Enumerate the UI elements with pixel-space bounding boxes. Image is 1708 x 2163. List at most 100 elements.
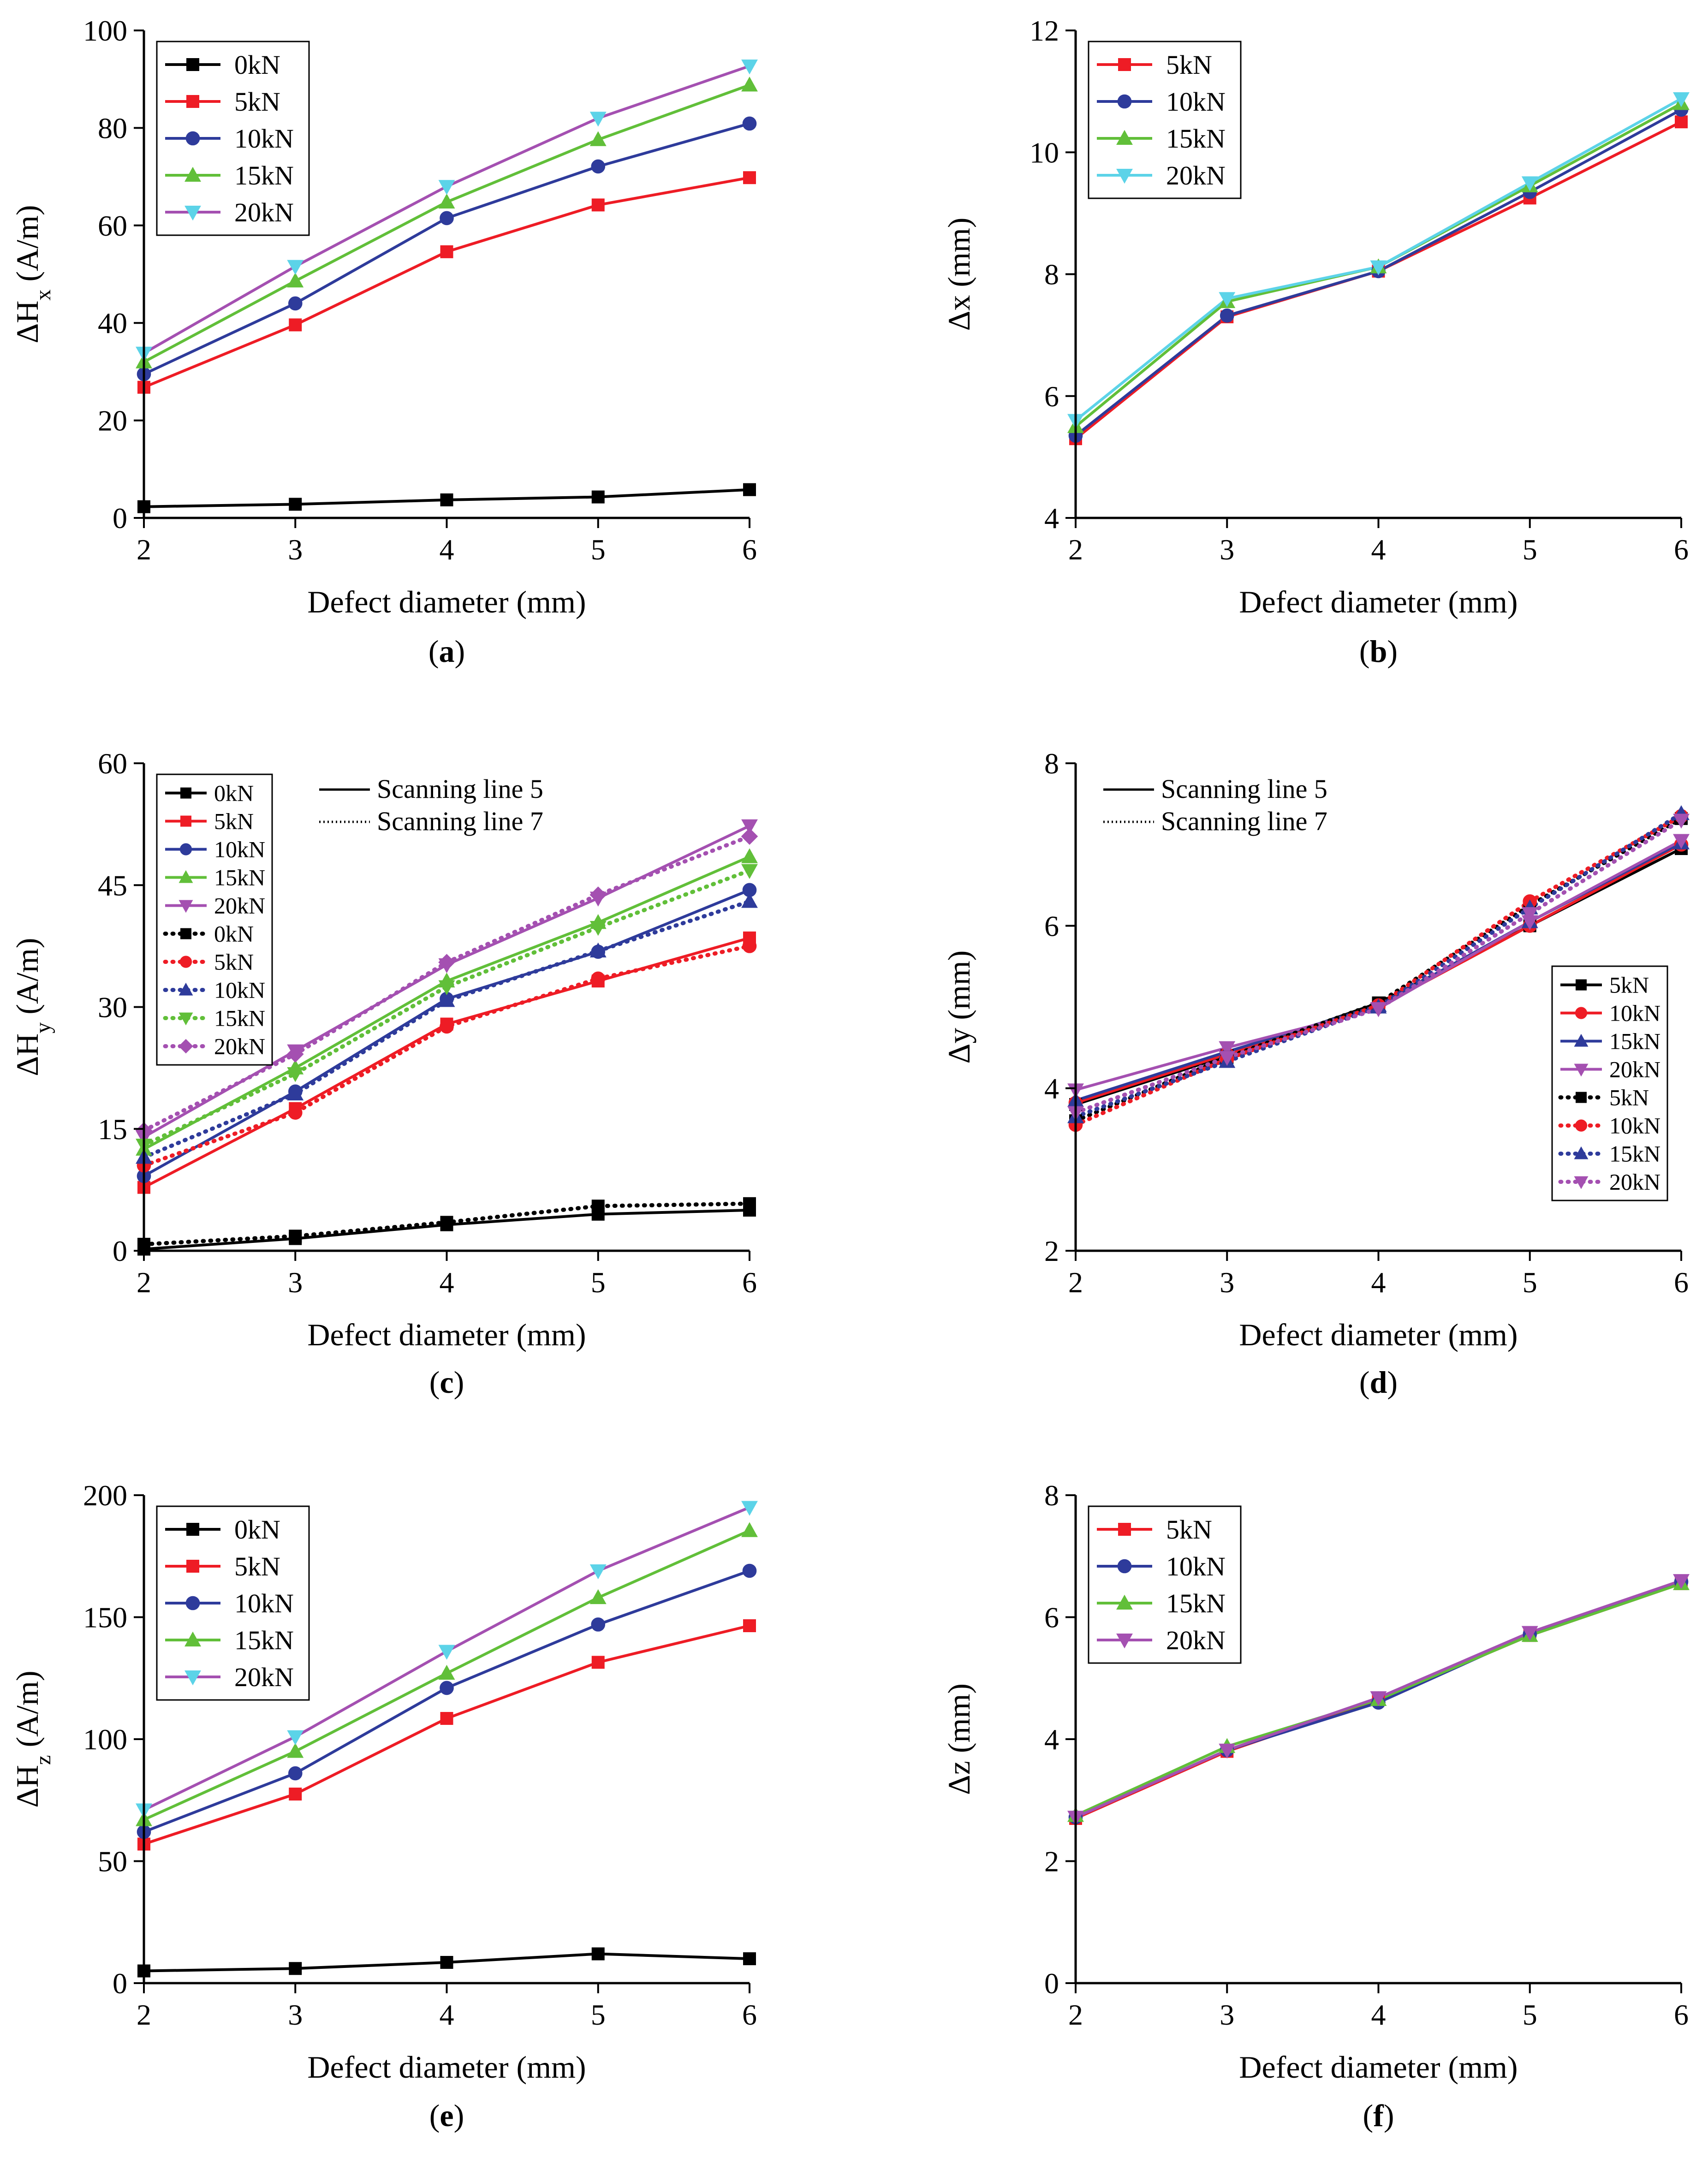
legend-marker-c-7	[179, 982, 193, 996]
panel-caption: (f)	[1363, 2098, 1394, 2133]
x-tick-label-c-2: 4	[440, 1266, 454, 1299]
data-point-e-3-2	[438, 1664, 455, 1680]
y-tick-label-b-4: 12	[1030, 14, 1059, 47]
x-tick-label-f-1: 3	[1220, 1998, 1234, 2031]
legend-marker-e-0	[186, 1523, 199, 1536]
data-point-e-0-2	[440, 1956, 453, 1969]
data-point-c-9-2	[438, 954, 455, 971]
legend-label-b-1: 10kN	[1166, 87, 1226, 117]
legend-label-c-7: 10kN	[214, 977, 265, 1003]
legend-label-a-2: 10kN	[234, 124, 294, 154]
legend-box	[1088, 1505, 1242, 1664]
legend-label-a-3: 15kN	[234, 160, 294, 190]
legend-label-e-0: 0kN	[234, 1515, 280, 1545]
x-axis-title: Defect diameter (mm)	[307, 1317, 586, 1352]
data-point-b-3-1	[1219, 292, 1236, 307]
x-tick-label-d-1: 3	[1220, 1266, 1234, 1299]
legend-marker-e-3	[184, 1631, 201, 1646]
y-tick-label-a-2: 40	[98, 307, 127, 339]
data-point-e-4-4	[741, 1501, 758, 1516]
x-tick-label-e-4: 6	[742, 1998, 757, 2031]
x-tick-label-d-2: 4	[1371, 1266, 1386, 1299]
data-point-a-0-2	[440, 493, 453, 506]
data-point-e-0-4	[743, 1952, 756, 1966]
legend: 5kN 10kN 15kN 20kN	[1088, 41, 1242, 199]
legend-marker-f-1	[1117, 1559, 1132, 1574]
data-point-a-1-4	[743, 171, 756, 184]
y-tick-label-c-1: 15	[98, 1113, 127, 1146]
data-point-e-1-2	[440, 1712, 453, 1725]
legend-label-e-2: 10kN	[234, 1588, 294, 1618]
panel-caption: (c)	[429, 1365, 464, 1400]
x-tick-label-b-2: 4	[1371, 533, 1386, 566]
x-axis-title: Defect diameter (mm)	[307, 2050, 586, 2085]
data-point-c-6-3	[591, 971, 606, 986]
panel-caption: (e)	[429, 2098, 464, 2133]
legend-label-d-1: 10kN	[1609, 1000, 1660, 1026]
y-tick-label-d-3: 8	[1044, 747, 1059, 780]
data-point-e-4-1	[287, 1730, 304, 1746]
legend-marker-d-5	[1575, 1119, 1588, 1132]
y-tick-label-f-4: 8	[1044, 1479, 1059, 1512]
data-point-f-3-1	[1219, 1743, 1236, 1759]
data-point-c-6-4	[742, 939, 757, 953]
y-axis-title: Δx (mm)	[941, 218, 976, 331]
legend-marker-c-1	[180, 815, 191, 827]
y-tick-label-e-3: 150	[83, 1601, 127, 1634]
legend-label-f-0: 5kN	[1166, 1515, 1212, 1545]
y-tick-label-c-3: 45	[98, 869, 127, 902]
data-point-a-0-3	[591, 490, 605, 504]
data-point-c-7-1	[287, 1085, 304, 1100]
data-point-a-4-2	[438, 180, 455, 195]
x-tick-label-c-3: 5	[591, 1266, 606, 1299]
legend-label-b-2: 15kN	[1166, 124, 1226, 154]
data-point-c-6-2	[440, 1019, 454, 1034]
y-tick-label-e-2: 100	[83, 1723, 127, 1756]
data-point-e-3-3	[589, 1589, 607, 1604]
data-point-d-7-4	[1673, 814, 1690, 829]
x-axis-title: Defect diameter (mm)	[1239, 584, 1518, 619]
data-point-f-3-4	[1673, 1574, 1690, 1589]
y-tick-label-e-0: 0	[113, 1967, 127, 2000]
data-point-b-3-2	[1370, 260, 1387, 275]
chart-panel-d: 2 3 4 5 6 2 4 6 8 Defect diameter (mm) Δy (mm) (d) 5…	[941, 747, 1690, 1400]
data-point-c-7-4	[741, 893, 758, 908]
data-point-e-1-3	[591, 1656, 605, 1669]
legend-label-c-6: 5kN	[214, 949, 254, 975]
x-tick-label-c-0: 2	[137, 1266, 151, 1299]
y-tick-label-c-4: 60	[98, 747, 127, 780]
x-tick-label-e-0: 2	[137, 1998, 151, 2031]
legend-marker-d-4	[1576, 1092, 1587, 1103]
legend-marker-b-2	[1116, 130, 1133, 145]
data-point-b-3-3	[1521, 176, 1538, 191]
legend-label-c-3: 15kN	[214, 865, 265, 891]
legend-label-d-3: 20kN	[1609, 1057, 1660, 1082]
y-tick-label-e-1: 50	[98, 1845, 127, 1878]
data-point-c-8-1	[287, 1067, 304, 1082]
data-point-f-3-3	[1521, 1626, 1538, 1641]
legend: 5kN 10kN 15kN 20kN	[1088, 1505, 1242, 1664]
x-tick-label-d-3: 5	[1523, 1266, 1537, 1299]
data-point-b-3-4	[1673, 92, 1690, 107]
data-point-d-3-1	[1219, 1041, 1236, 1056]
x-tick-label-a-4: 6	[742, 533, 757, 566]
y-tick-label-f-3: 6	[1044, 1601, 1059, 1634]
data-point-a-2-4	[742, 116, 757, 131]
data-point-b-1-1	[1220, 309, 1234, 323]
y-axis-title: ΔHy (A/m)	[10, 938, 55, 1076]
legend-marker-b-1	[1117, 94, 1132, 109]
data-point-d-7-3	[1521, 907, 1538, 922]
style-legend-label-0: Scanning line 5	[1161, 774, 1327, 804]
data-point-b-0-4	[1675, 115, 1688, 129]
x-tick-label-b-0: 2	[1068, 533, 1083, 566]
legend-marker-a-1	[186, 95, 199, 108]
legend-box	[156, 773, 273, 1066]
y-axis-title: Δy (mm)	[941, 951, 976, 1064]
y-tick-label-c-2: 30	[98, 991, 127, 1024]
legend-marker-d-7	[1574, 1176, 1589, 1189]
legend-marker-c-0	[180, 787, 191, 799]
legend-label-a-1: 5kN	[234, 87, 280, 117]
